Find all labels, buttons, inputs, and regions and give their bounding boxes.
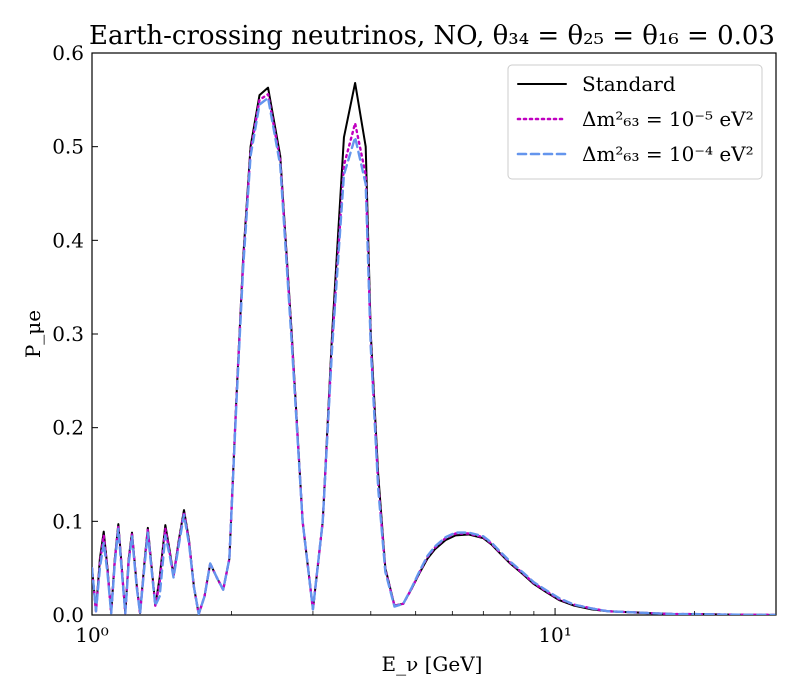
- x-axis-label: E_ν [GeV]: [382, 652, 483, 676]
- y-tick-label: 0.2: [52, 416, 84, 440]
- y-tick-label: 0.6: [52, 41, 84, 65]
- x-tick-label: 10⁰: [75, 623, 108, 647]
- legend-label-2: Δm²₆₃ = 10⁻⁴ eV²: [582, 142, 754, 166]
- y-tick-label: 0.5: [52, 135, 84, 159]
- series-group: [92, 81, 776, 615]
- series-line-2: [92, 96, 776, 615]
- legend-label-0: Standard: [582, 72, 676, 96]
- y-tick-label: 0.1: [52, 509, 84, 533]
- y-axis-ticks: 0.0 0.1 0.2 0.3 0.4 0.5 0.6: [52, 41, 98, 627]
- y-tick-label: 0.0: [52, 603, 84, 627]
- y-tick-label: 0.4: [52, 228, 84, 252]
- x-tick-label: 10¹: [538, 623, 571, 647]
- chart-title: Earth-crossing neutrinos, NO, θ₃₄ = θ₂₅ …: [89, 21, 775, 51]
- y-axis-label: P_μe: [21, 310, 45, 358]
- legend-label-1: Δm²₆₃ = 10⁻⁵ eV²: [582, 107, 754, 131]
- y-tick-label: 0.3: [52, 322, 84, 346]
- legend: Standard Δm²₆₃ = 10⁻⁵ eV² Δm²₆₃ = 10⁻⁴ eV²: [507, 64, 763, 180]
- x-axis-ticks: 10⁰ 10¹: [75, 608, 777, 647]
- legend-box: [507, 64, 763, 180]
